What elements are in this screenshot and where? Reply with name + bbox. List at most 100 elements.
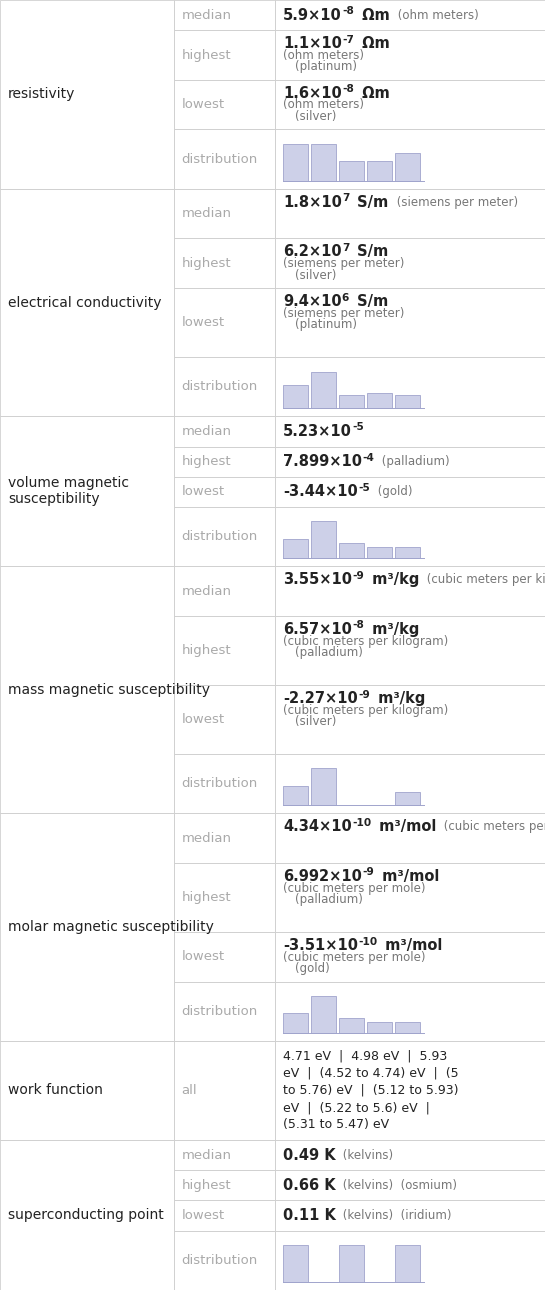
Text: (platinum): (platinum) (295, 319, 357, 332)
Text: all: all (181, 1084, 197, 1096)
Bar (174, 1041, 275, 1140)
Text: 6: 6 (342, 293, 349, 303)
Bar (340, 1245, 364, 1282)
Bar (275, 931, 545, 982)
Bar (275, 1041, 545, 1140)
Text: 7.899×10: 7.899×10 (283, 454, 362, 470)
Bar (275, 446, 545, 477)
Bar (283, 1245, 308, 1282)
Bar (275, 417, 545, 446)
Bar (174, 1140, 275, 1170)
Text: molar magnetic susceptibility: molar magnetic susceptibility (8, 920, 214, 934)
Bar (275, 615, 545, 685)
Bar (174, 80, 275, 129)
Text: lowest: lowest (181, 485, 225, 498)
Text: (gold): (gold) (295, 962, 330, 975)
Text: 0.66 K: 0.66 K (283, 1178, 336, 1193)
Bar (367, 393, 392, 409)
Text: -5: -5 (352, 422, 364, 432)
Bar (0, 188, 174, 417)
Text: (kelvins)  (iridium): (kelvins) (iridium) (339, 1209, 452, 1222)
Text: m³/mol: m³/mol (374, 819, 437, 835)
Bar (174, 685, 275, 753)
Text: distribution: distribution (181, 1254, 258, 1267)
Bar (174, 417, 275, 446)
Bar (367, 161, 392, 181)
Text: distribution: distribution (181, 152, 258, 165)
Bar (174, 0, 275, 30)
Text: m³/kg: m³/kg (373, 691, 425, 706)
Text: highest: highest (181, 1179, 231, 1192)
Bar (0, 417, 174, 566)
Bar (275, 566, 545, 615)
Text: (ohm meters): (ohm meters) (283, 49, 364, 62)
Bar (367, 1022, 392, 1033)
Text: -8: -8 (342, 84, 354, 94)
Bar (275, 982, 545, 1041)
Text: (silver): (silver) (295, 110, 337, 123)
Bar (174, 357, 275, 417)
Text: highest: highest (181, 49, 231, 62)
Bar (174, 931, 275, 982)
Text: (siemens per meter): (siemens per meter) (393, 196, 518, 209)
Text: (siemens per meter): (siemens per meter) (283, 257, 404, 270)
Bar (396, 1245, 420, 1282)
Bar (275, 685, 545, 753)
Text: distribution: distribution (181, 1005, 258, 1018)
Text: distribution: distribution (181, 530, 258, 543)
Bar (174, 982, 275, 1041)
Text: distribution: distribution (181, 777, 258, 789)
Bar (174, 446, 275, 477)
Text: (gold): (gold) (374, 485, 412, 498)
Text: highest: highest (181, 257, 231, 270)
Bar (283, 144, 308, 181)
Text: -8: -8 (342, 6, 354, 15)
Text: -7: -7 (342, 35, 354, 45)
Bar (396, 152, 420, 181)
Bar (275, 80, 545, 129)
Text: median: median (181, 584, 232, 597)
Bar (396, 792, 420, 805)
Text: work function: work function (8, 1084, 103, 1098)
Bar (367, 547, 392, 559)
Text: Ωm: Ωm (357, 8, 390, 23)
Bar (275, 1231, 545, 1290)
Text: (silver): (silver) (295, 715, 337, 728)
Bar (275, 477, 545, 507)
Text: 9.4×10: 9.4×10 (283, 294, 342, 310)
Text: 6.57×10: 6.57×10 (283, 622, 352, 637)
Bar (174, 615, 275, 685)
Text: (ohm meters): (ohm meters) (283, 98, 364, 111)
Text: -3.51×10: -3.51×10 (283, 938, 358, 953)
Text: volume magnetic
susceptibility: volume magnetic susceptibility (8, 476, 129, 507)
Text: median: median (181, 424, 232, 437)
Bar (174, 1231, 275, 1290)
Text: to 5.76) eV  |  (5.12 to 5.93): to 5.76) eV | (5.12 to 5.93) (283, 1084, 459, 1096)
Bar (340, 395, 364, 409)
Text: lowest: lowest (181, 951, 225, 964)
Text: 0.49 K: 0.49 K (283, 1148, 336, 1162)
Bar (174, 1170, 275, 1201)
Bar (275, 357, 545, 417)
Text: Ωm: Ωm (357, 86, 390, 101)
Bar (275, 0, 545, 30)
Text: S/m: S/m (352, 245, 389, 259)
Text: Ωm: Ωm (357, 36, 390, 52)
Text: 6.2×10: 6.2×10 (283, 245, 342, 259)
Text: S/m: S/m (353, 195, 389, 210)
Text: lowest: lowest (181, 316, 225, 329)
Bar (340, 161, 364, 181)
Bar (275, 1170, 545, 1201)
Text: highest: highest (181, 644, 231, 657)
Text: (kelvins): (kelvins) (339, 1148, 393, 1162)
Bar (174, 477, 275, 507)
Text: mass magnetic susceptibility: mass magnetic susceptibility (8, 682, 210, 697)
Bar (311, 144, 336, 181)
Bar (283, 1014, 308, 1033)
Text: (cubic meters per mole): (cubic meters per mole) (283, 951, 426, 964)
Text: (silver): (silver) (295, 268, 337, 281)
Bar (311, 521, 336, 559)
Bar (311, 769, 336, 805)
Text: (ohm meters): (ohm meters) (393, 9, 479, 22)
Bar (0, 1041, 174, 1140)
